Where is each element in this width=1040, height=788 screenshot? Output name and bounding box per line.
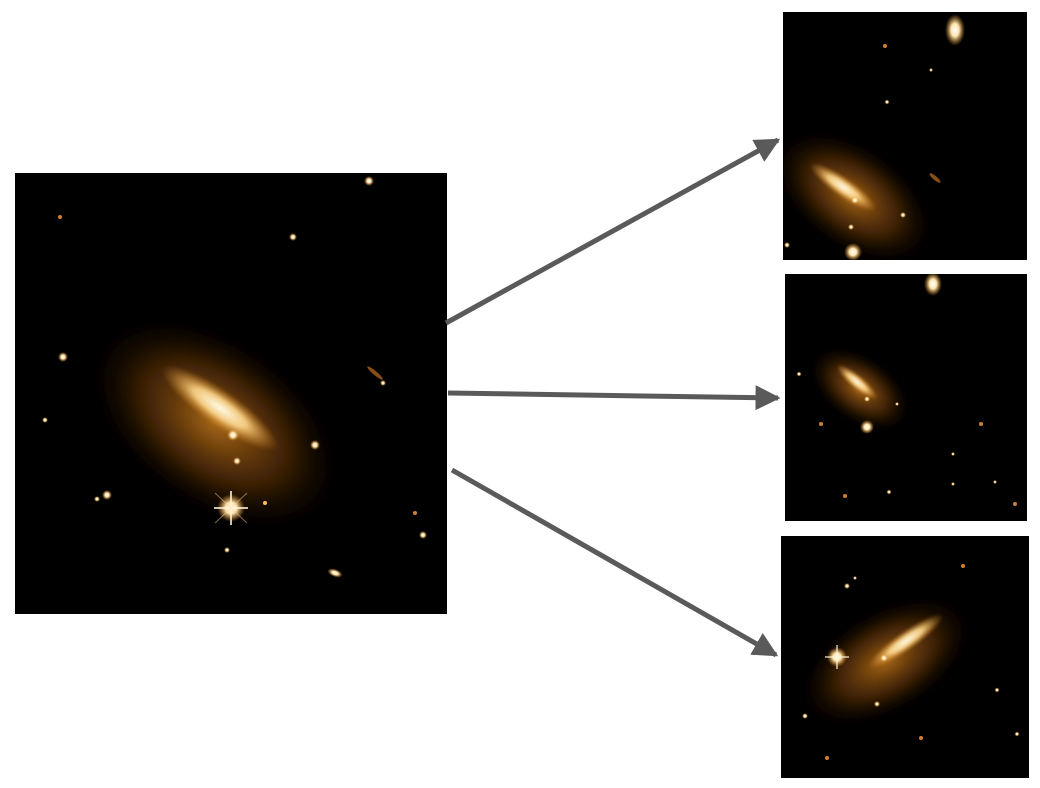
- arrow-to-lensed-image-2: [447, 385, 781, 411]
- galaxy-picture: [785, 274, 1027, 521]
- arrow-to-lensed-image-3: [450, 467, 779, 658]
- arrow-to-lensed-image-1: [444, 137, 781, 326]
- galaxy-picture: [15, 173, 447, 614]
- galaxy-picture: [781, 536, 1029, 778]
- galaxy-picture: [783, 12, 1027, 260]
- lensed-image-3: [781, 536, 1029, 778]
- lensed-image-2: [785, 274, 1027, 521]
- lensed-image-1: [783, 12, 1027, 260]
- source-galaxy-image: [15, 173, 447, 614]
